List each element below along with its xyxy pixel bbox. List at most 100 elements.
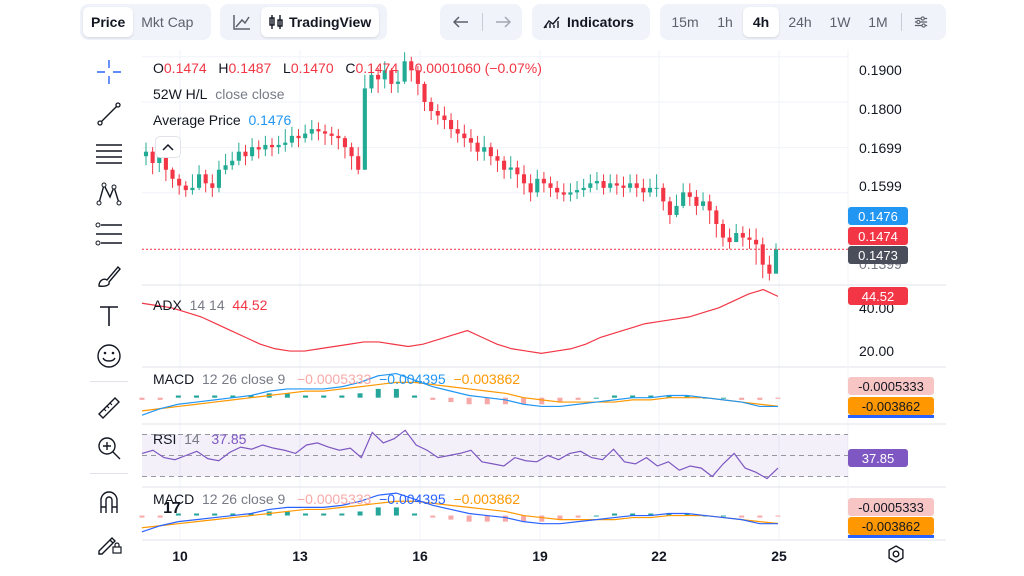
price-axis-label: 0.1699 — [859, 140, 902, 156]
macd2-hist: −0.0005333 — [296, 491, 372, 507]
macd-histogram-bar — [175, 395, 181, 398]
w52-label: 52W H/L — [153, 86, 208, 102]
interval-1h[interactable]: 1h — [717, 14, 733, 30]
adx-line — [141, 288, 779, 354]
macd-histogram-bar — [466, 397, 472, 405]
candle-body — [661, 187, 666, 202]
macd-histogram-bar-2 — [630, 513, 636, 516]
candle-body — [183, 185, 188, 191]
macd-histogram-bar — [575, 397, 581, 400]
interval-4h[interactable]: 4h — [743, 7, 779, 37]
candle-body — [521, 174, 527, 184]
sliders-icon[interactable] — [906, 7, 936, 37]
tradingview-tab[interactable]: TradingView — [261, 7, 380, 37]
interval-1m[interactable]: 1M — [868, 14, 888, 30]
macd-histogram-bar-2 — [502, 515, 508, 522]
undo-arrow-icon[interactable] — [443, 7, 478, 37]
trend-line-icon[interactable] — [86, 96, 132, 132]
ohlc-legend: O0.1474 H0.1487 L0.1470 C0.1474 -0.00010… — [153, 60, 542, 76]
candle-body — [621, 185, 626, 188]
emoji-icon[interactable] — [86, 338, 132, 374]
lock-drawings-icon[interactable] — [86, 524, 132, 560]
candle-body — [555, 187, 560, 193]
horizontal-lines-icon[interactable] — [86, 136, 132, 172]
candle-body — [561, 192, 566, 195]
line-chart-icon[interactable] — [223, 7, 261, 37]
adx-legend: ADX 14 14 44.52 — [153, 297, 267, 313]
ruler-icon[interactable] — [86, 390, 132, 426]
price-axis-label: 0.1800 — [859, 101, 902, 117]
macd-histogram-bar — [212, 395, 218, 398]
macd-histogram-bar-2 — [739, 515, 745, 518]
indicators-button[interactable]: Indicators — [535, 7, 642, 37]
gear-icon[interactable] — [887, 545, 905, 568]
mktcap-tab[interactable]: Mkt Cap — [141, 14, 194, 30]
rsi-value-tag: 37.85 — [848, 449, 908, 467]
macd-histogram-bar-2 — [321, 513, 327, 516]
macd-histogram-bar — [611, 395, 617, 398]
candle-body — [681, 192, 686, 206]
macd-histogram-bar-2 — [557, 515, 563, 520]
close-price-tag: 0.1473 — [848, 246, 908, 264]
toolbar-divider — [90, 381, 128, 382]
candle-body — [336, 135, 341, 139]
collapse-legend-button[interactable] — [155, 136, 181, 158]
interval-1w[interactable]: 1W — [829, 14, 851, 30]
macd-histogram-bar — [157, 397, 163, 400]
candle-body — [687, 192, 692, 197]
candle-body — [362, 88, 367, 170]
time-axis-label: 25 — [771, 548, 787, 564]
macd-histogram-bar-2 — [720, 515, 726, 517]
macd2-hist-tag: -0.0005333 — [848, 498, 934, 516]
macd-histogram-bar — [521, 397, 527, 405]
candle-body — [409, 61, 414, 71]
interval-15m[interactable]: 15m — [671, 14, 699, 30]
price-tab[interactable]: Price — [83, 7, 134, 37]
macd-histogram-bar-2 — [684, 513, 690, 516]
candle-body — [495, 156, 500, 161]
candle-body — [369, 74, 374, 89]
macd-histogram-bar-2 — [248, 513, 254, 516]
candle-body — [236, 151, 241, 161]
text-tool-icon[interactable] — [86, 298, 132, 334]
change-value: -0.0001060 (−0.07%) — [409, 60, 542, 76]
candle-body — [256, 147, 261, 150]
macd-histogram-bar — [375, 388, 381, 398]
close-value: 0.1474 — [355, 60, 399, 76]
brush-icon[interactable] — [86, 258, 132, 294]
macd1-macd-tag-strip — [848, 415, 934, 418]
candle-body — [296, 135, 301, 139]
w52-legend: 52W H/L close close — [153, 86, 285, 102]
candle-body — [230, 160, 235, 166]
interval-24h[interactable]: 24h — [788, 14, 812, 30]
macd1-hist: −0.0005333 — [296, 371, 372, 387]
low-label: L — [283, 60, 291, 76]
adx-params: 14 14 — [189, 297, 225, 313]
redo-arrow-icon[interactable] — [487, 7, 519, 37]
magnet-icon[interactable] — [86, 484, 132, 520]
candle-body — [740, 233, 745, 238]
macd2-signal: −0.003862 — [453, 491, 521, 507]
pattern-icon[interactable] — [86, 176, 132, 212]
macd-histogram-bar-2 — [448, 515, 454, 520]
fib-retracement-icon[interactable] — [86, 216, 132, 252]
candle-body — [608, 183, 613, 188]
adx-label: ADX — [153, 297, 182, 313]
zoom-in-icon[interactable] — [86, 430, 132, 466]
crosshair-icon[interactable] — [86, 54, 132, 90]
tradingview-logo: 17 — [163, 500, 181, 517]
indicators-button-wrap: Indicators — [532, 4, 650, 40]
rsi-label: RSI — [153, 431, 177, 447]
macd1-macd: −0.004395 — [379, 371, 446, 387]
macd-histogram-bar-2 — [230, 513, 236, 516]
candle-body — [316, 129, 321, 132]
candle-body — [568, 192, 573, 195]
candle-body — [143, 151, 149, 157]
macd1-signal-tag: -0.003862 — [848, 397, 934, 415]
macd-histogram-bar — [321, 395, 327, 398]
rsi-line — [141, 429, 779, 480]
macd1-hist-tag: -0.0005333 — [848, 377, 934, 395]
candle-body — [223, 165, 228, 170]
chart-type-toggle: TradingView — [220, 4, 387, 40]
